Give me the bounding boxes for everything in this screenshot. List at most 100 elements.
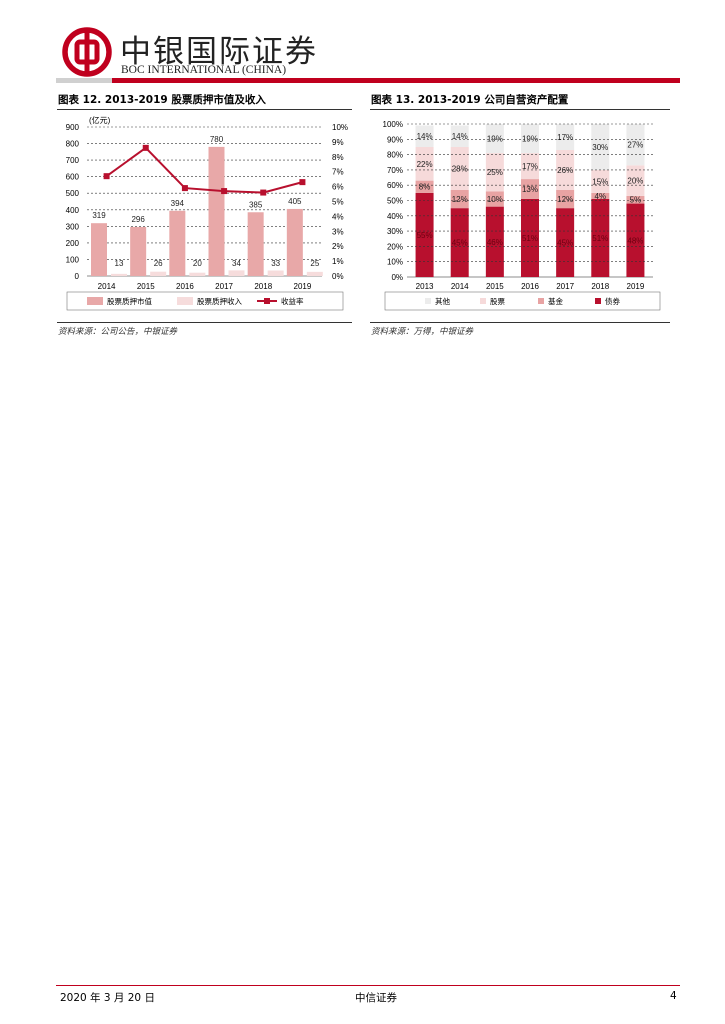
y2-tick-label: 3% [332, 227, 344, 236]
x-tick-label: 2016 [521, 282, 539, 291]
data-label: 22% [417, 160, 433, 169]
yield-line [105, 146, 303, 194]
x-tick-label: 2015 [486, 282, 504, 291]
footer-date: 2020 年 3 月 20 日 [60, 992, 155, 1004]
y-tick-label: 10% [387, 258, 403, 267]
segment-基金 [415, 180, 434, 193]
x-tick-label: 2015 [137, 282, 155, 291]
y2-tick-label: 7% [332, 168, 344, 177]
data-label: 27% [627, 141, 643, 150]
x-tick-label: 2014 [451, 282, 469, 291]
data-label: 20 [193, 259, 202, 268]
data-label: 19% [522, 135, 538, 144]
x-tick-label: 2016 [176, 282, 194, 291]
y-tick-label: 70% [387, 166, 403, 175]
segment-其他 [626, 124, 645, 166]
y-tick-label: 80% [387, 151, 403, 160]
legend-label: 股票质押市值 [107, 296, 152, 306]
segment-股票 [450, 146, 469, 190]
legend-label: 其他 [435, 296, 450, 306]
figure-12-source: 资料来源：公司公告，中银证券 [58, 327, 178, 337]
data-label: 45% [557, 239, 573, 248]
data-label: 55% [417, 231, 433, 240]
brand-name-cn: 中银国际证券 [120, 34, 318, 70]
brand-name-en: BOC INTERNATIONAL (CHINA) [121, 64, 287, 76]
data-label: 13% [522, 185, 538, 194]
data-label: 5% [630, 196, 642, 205]
y2-tick-label: 9% [332, 138, 344, 147]
bar-股票质押市值 [130, 226, 147, 276]
header-divider [56, 78, 112, 83]
data-label: 4% [595, 192, 607, 201]
data-label: 13 [115, 259, 124, 268]
figure-13-source: 资料来源：万得，中银证券 [371, 327, 474, 337]
x-tick-label: 2014 [98, 282, 116, 291]
figure-12-title: 图表 12. 2013-2019 股票质押市值及收入 [58, 94, 266, 106]
legend-swatch [595, 298, 601, 304]
data-label: 51% [522, 234, 538, 243]
yield-point [260, 189, 267, 196]
data-label: 25 [310, 259, 319, 268]
yield-point [103, 173, 110, 180]
data-label: 20% [627, 177, 643, 186]
data-label: 15% [592, 177, 608, 186]
data-label: 780 [210, 135, 224, 144]
segment-基金 [450, 189, 469, 209]
data-label: 26 [154, 259, 163, 268]
data-label: 17% [557, 133, 573, 142]
bar-股票质押收入 [228, 270, 245, 276]
data-label: 17% [522, 162, 538, 171]
data-label: 14% [417, 132, 433, 141]
segment-债券 [415, 192, 434, 277]
segment-债券 [450, 208, 469, 277]
y2-tick-label: 1% [332, 257, 344, 266]
segment-债券 [626, 203, 645, 277]
legend-label: 基金 [548, 296, 563, 306]
legend-swatch [538, 298, 544, 304]
figure-12-bottom-rule [57, 322, 352, 323]
header-accent-bar [112, 78, 680, 83]
y2-tick-label: 6% [332, 183, 344, 192]
segment-股票 [591, 169, 610, 193]
x-tick-label: 2019 [627, 282, 645, 291]
asset-allocation-chart: 0% 10% 20% 30% 40% 50% 60% 70% 80% 90% 100% 2013 201… [383, 120, 661, 311]
legend-swatch [480, 298, 486, 304]
legend-swatch [177, 297, 193, 305]
figure-13-title-rule [370, 109, 670, 110]
segment-债券 [556, 208, 575, 277]
data-label: 8% [419, 183, 431, 192]
data-label: 25% [487, 168, 503, 177]
yield-point [221, 188, 228, 195]
pledge-value-income-chart: (亿元) 0 100 200 300 400 500 600 700 800 900 0% 1% 2% 3%… [66, 115, 348, 311]
figure-12-title-rule [57, 109, 352, 110]
y-tick-label: 200 [66, 239, 80, 248]
segment-债券 [521, 198, 539, 277]
bar-股票质押收入 [267, 270, 284, 276]
data-label: 45% [452, 239, 468, 248]
data-label: 385 [249, 200, 263, 209]
legend-swatch [425, 298, 431, 304]
footer-divider [56, 985, 680, 986]
legend-box [66, 291, 344, 311]
segment-其他 [521, 124, 539, 154]
y2-tick-label: 4% [332, 212, 344, 221]
data-label: 30% [592, 143, 608, 152]
y-tick-label: 0% [391, 273, 403, 282]
data-label: 34 [232, 259, 241, 268]
y-tick-label: 800 [66, 140, 80, 149]
data-label: 405 [288, 197, 302, 206]
unit-label: (亿元) [89, 115, 111, 125]
segment-股票 [415, 146, 434, 181]
y2-tick-label: 2% [332, 242, 344, 251]
y-tick-label: 60% [387, 181, 403, 190]
y-tick-label: 300 [66, 222, 80, 231]
segment-债券 [591, 198, 610, 277]
y-tick-label: 600 [66, 173, 80, 182]
bar-股票质押市值 [91, 223, 107, 276]
data-label: 48% [627, 236, 643, 245]
x-tick-label: 2017 [215, 282, 233, 291]
data-label: 12% [452, 195, 468, 204]
y-tick-label: 50% [387, 197, 403, 206]
bar-股票质押收入 [306, 271, 323, 276]
legend-box [384, 291, 661, 311]
